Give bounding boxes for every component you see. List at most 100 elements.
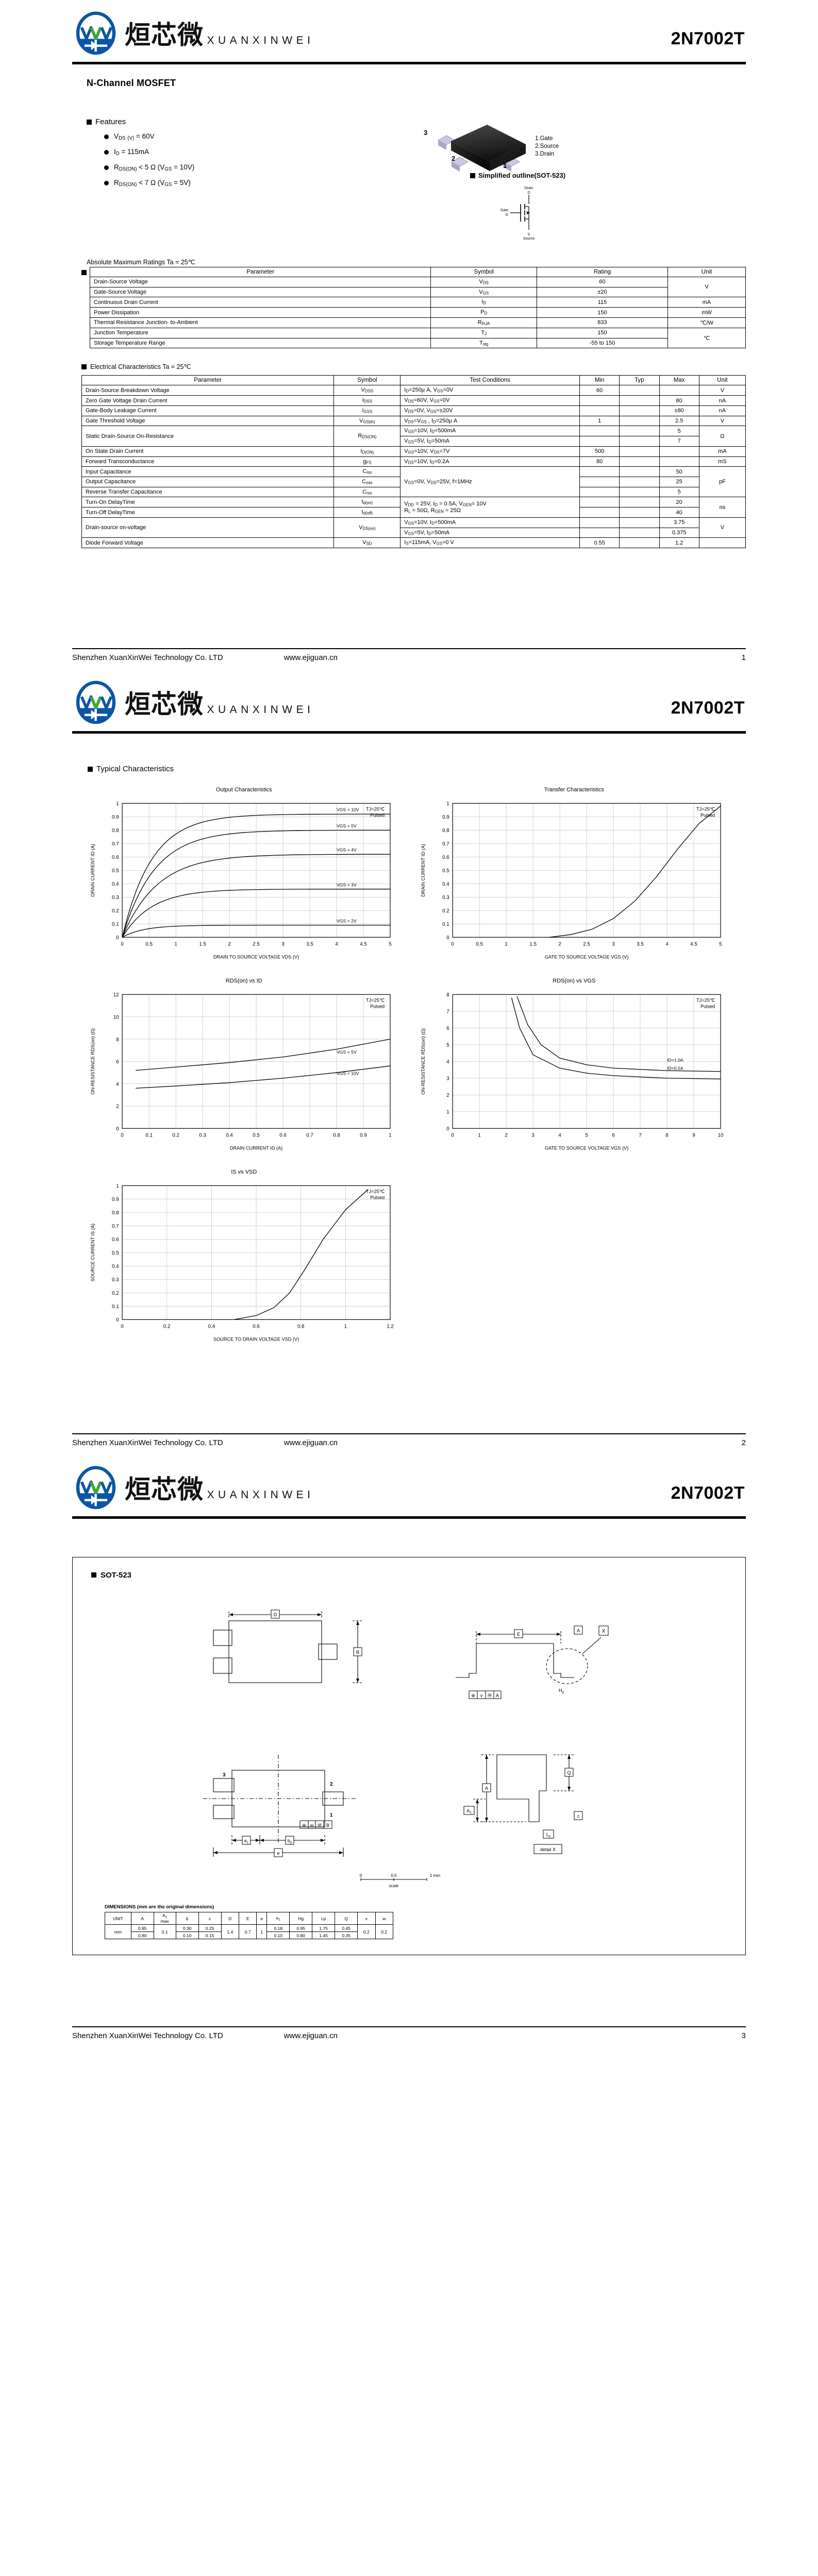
logo-pinyin: XUANXINWEI	[207, 1488, 314, 1501]
column-header: w	[375, 1911, 394, 1925]
cell-symbol: RthJA	[430, 317, 537, 328]
cell-unit	[698, 537, 746, 549]
page-footer: Shenzhen XuanXinWei Technology Co. LTD w…	[72, 2026, 746, 2047]
feature-item: RDS(ON) < 5 Ω (VGS = 10V)	[104, 163, 402, 172]
svg-text:1: 1	[446, 801, 449, 807]
svg-text:0.5: 0.5	[112, 868, 119, 874]
svg-text:3: 3	[446, 1076, 449, 1082]
footer-url[interactable]: www.ejiguan.cn	[283, 2031, 338, 2041]
svg-text:0: 0	[121, 1133, 124, 1139]
svg-text:Drain: Drain	[525, 187, 533, 190]
svg-text:B: B	[356, 1650, 359, 1655]
cell-min	[579, 426, 620, 437]
cell-symbol: TJ	[430, 327, 537, 338]
cell-unit: pF	[698, 466, 746, 498]
table-row: Gate-Body Leakage Current IGSS VDS=0V, VGS…	[81, 405, 746, 416]
column-header: Hg	[289, 1911, 313, 1925]
square-bullet-icon	[87, 119, 92, 125]
cell-symbol: VDSS	[333, 385, 401, 396]
svg-text:4: 4	[116, 1081, 119, 1087]
chart-cell: Output Characteristics 0 0.5 1 1.5 2 2.5 3 3.5 4 4…	[88, 787, 400, 964]
svg-text:0.5: 0.5	[112, 1250, 119, 1256]
svg-text:1: 1	[446, 1110, 449, 1115]
cell-parameter: Diode Forward Voltage	[81, 537, 335, 549]
svg-text:0.9: 0.9	[442, 815, 449, 820]
column-header: Min	[579, 375, 620, 386]
svg-text:TJ=25℃: TJ=25℃	[696, 807, 715, 812]
svg-text:0: 0	[446, 935, 449, 941]
svg-text:3.5: 3.5	[637, 942, 644, 947]
svg-text:c: c	[577, 1814, 579, 1819]
cell-D: 1.4	[221, 1924, 240, 1940]
cell-min: 60	[579, 385, 620, 396]
svg-text:1.5: 1.5	[199, 942, 206, 947]
cell-min	[579, 436, 620, 447]
footer-url[interactable]: www.ejiguan.cn	[283, 1438, 338, 1447]
column-header: A1 max	[153, 1911, 176, 1925]
round-bullet-icon	[104, 181, 109, 186]
svg-text:4: 4	[446, 1059, 449, 1065]
scale-tick-0: 0	[359, 1873, 362, 1878]
cell-symbol: gFS	[333, 456, 401, 467]
svg-text:1: 1	[389, 1133, 391, 1139]
cell-parameter: Drain-source on-voltage	[81, 517, 335, 538]
svg-text:0.2: 0.2	[112, 908, 119, 914]
footer-url[interactable]: www.ejiguan.cn	[283, 653, 338, 663]
cell-e: 1	[256, 1924, 268, 1940]
column-header: e1	[266, 1911, 290, 1925]
svg-text:6: 6	[446, 1026, 449, 1031]
cell-typ	[619, 456, 660, 467]
svg-text:0.8: 0.8	[112, 828, 119, 834]
page-header: 烜芯微 XUANXINWEI 2N7002T	[72, 0, 746, 59]
table-row: Turn-On DelayTime td(on) VDD = 25V, ID = 0…	[81, 497, 746, 518]
svg-text:4.5: 4.5	[690, 942, 697, 947]
cell-typ	[619, 426, 660, 437]
svg-text:0.8: 0.8	[333, 1133, 340, 1139]
svg-text:0.6: 0.6	[279, 1133, 287, 1139]
cell-max	[659, 385, 699, 396]
company-logo: 烜芯微 XUANXINWEI	[72, 11, 314, 59]
cell-parameter: Gate-Body Leakage Current	[81, 405, 335, 416]
sot523-heading: SOT-523	[91, 1571, 735, 1580]
svg-text:2.5: 2.5	[253, 942, 260, 947]
footer-page-number: 3	[741, 2031, 746, 2041]
svg-text:0: 0	[116, 1317, 119, 1323]
column-header: e	[256, 1911, 268, 1925]
svg-text:2: 2	[505, 1133, 507, 1139]
cell-typ	[619, 507, 660, 518]
cell-parameter: Junction Temperature	[89, 327, 431, 338]
cell-e1: 0.10	[266, 1931, 290, 1940]
svg-text:1: 1	[174, 942, 177, 947]
cell-max: ±80	[659, 405, 699, 416]
pin-legend-2: 2.Source	[535, 143, 559, 149]
cell-symbol: td(off)	[333, 507, 401, 518]
cell-unit: mA	[698, 446, 746, 457]
cell-min: 80	[579, 456, 620, 467]
svg-text:1: 1	[344, 1324, 347, 1329]
cell-rating: 115	[536, 297, 668, 308]
svg-text:12: 12	[113, 992, 119, 998]
table-row: Junction Temperature TJ 150 ℃	[89, 327, 746, 349]
xuanxinwei-logo-icon	[76, 1466, 116, 1510]
table-body: Drain-Source Voltage VDS 60 V Gate-Source Vo…	[89, 276, 746, 349]
svg-text:0.1: 0.1	[112, 1304, 119, 1310]
column-header: E	[239, 1911, 257, 1925]
table-row: Thermal Resistance Junction- to-Ambient R…	[89, 317, 746, 328]
table-row: Gate-Source Voltage VGS ±20	[89, 286, 746, 298]
cell-Q: 0.35	[335, 1931, 358, 1940]
cell-Lp: 1.75	[312, 1924, 336, 1933]
svg-text:10: 10	[113, 1015, 119, 1021]
cell-unit: mS	[698, 456, 746, 467]
svg-text:6: 6	[612, 1133, 614, 1139]
simplified-outline-heading: Simplified outline(SOT-523)	[470, 172, 644, 179]
cell-condition: ID=250μ A, VGS=0V	[400, 385, 580, 396]
table-row: Turn-Off DelayTime td(off) 40	[81, 507, 746, 518]
cell-symbol: Crss	[333, 486, 401, 498]
part-number: 2N7002T	[671, 1483, 745, 1503]
logo-chinese-name: 烜芯微	[125, 20, 204, 50]
part-number: 2N7002T	[671, 698, 745, 718]
column-header: Lp	[312, 1911, 336, 1925]
cell-symbol: RDS(ON)	[333, 426, 401, 447]
logo-text: 烜芯微 XUANXINWEI	[125, 691, 314, 718]
cell-symbol: VSD	[333, 537, 401, 549]
